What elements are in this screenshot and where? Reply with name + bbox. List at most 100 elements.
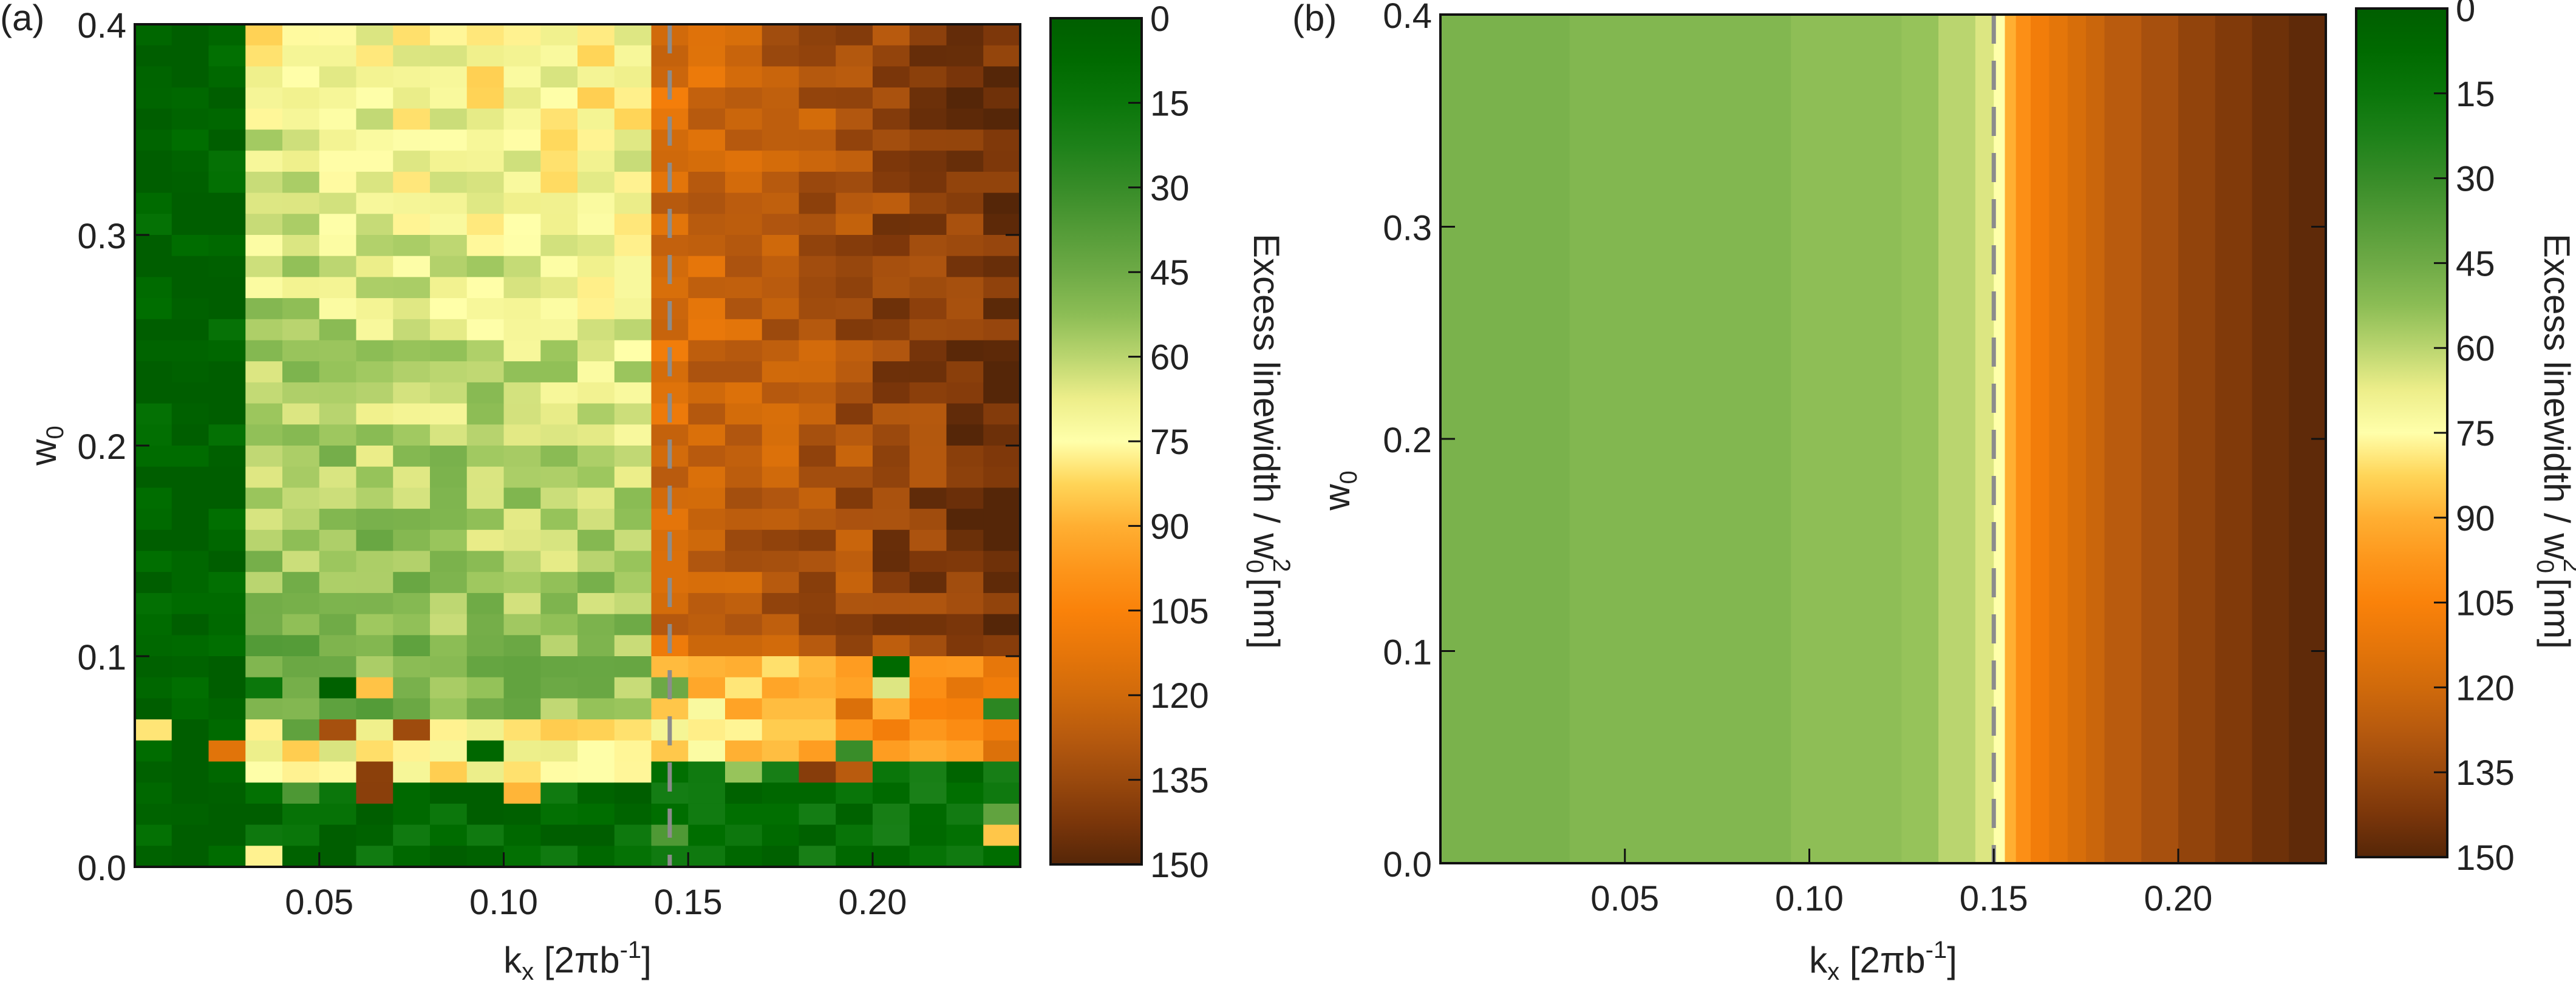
cell-a-5-8 [319, 192, 357, 214]
cell-a-7-34 [393, 740, 431, 762]
cell-a-22-20 [946, 446, 984, 467]
cell-a-11-0 [540, 24, 578, 46]
cell-a-20-36 [873, 782, 910, 804]
cell-a-8-12 [430, 277, 468, 299]
cell-a-2-7 [208, 171, 246, 194]
b-ytick-label-2: 0.2 [1383, 421, 1432, 460]
cell-a-1-19 [171, 424, 210, 446]
cell-a-21-9 [909, 214, 947, 236]
cell-a-22-0 [946, 24, 984, 46]
cell-a-19-30 [836, 656, 873, 678]
cell-a-22-9 [946, 214, 984, 236]
cell-a-13-3 [614, 87, 652, 109]
cell-a-8-20 [430, 446, 468, 467]
band-b-20 [2252, 15, 2290, 863]
cbar-a-tick-label-2: 30 [1150, 169, 1190, 208]
cell-a-18-24 [799, 529, 836, 552]
cell-a-5-12 [319, 277, 357, 299]
cell-a-19-15 [836, 340, 873, 362]
cell-a-22-30 [946, 656, 984, 678]
cell-a-4-3 [282, 87, 320, 109]
cell-a-12-36 [578, 782, 615, 804]
cell-a-11-5 [540, 129, 578, 151]
cell-a-13-31 [614, 677, 652, 699]
cell-a-5-2 [319, 66, 357, 88]
cell-a-15-19 [688, 424, 726, 446]
cell-a-5-16 [319, 361, 357, 383]
cell-a-18-37 [799, 803, 836, 826]
cell-a-17-39 [762, 846, 800, 867]
cell-a-2-1 [208, 45, 246, 67]
b-ytick-label-4: 0.4 [1383, 0, 1432, 36]
cell-a-8-15 [430, 340, 468, 362]
cell-a-3-28 [245, 614, 283, 636]
cell-a-22-11 [946, 256, 984, 277]
cell-a-4-19 [282, 424, 320, 446]
cell-a-18-7 [799, 171, 836, 194]
cell-a-7-25 [393, 551, 431, 572]
cell-a-6-4 [356, 108, 394, 131]
cell-a-13-13 [614, 298, 652, 320]
cell-a-6-36 [356, 782, 394, 804]
x-axis-label-a: kx [2πb-1] [503, 937, 652, 981]
cell-a-4-4 [282, 108, 320, 131]
cell-a-16-1 [725, 45, 763, 67]
cell-a-22-12 [946, 277, 984, 299]
cell-a-4-24 [282, 529, 320, 552]
y-label-sub-a: 0 [42, 426, 69, 439]
cell-a-16-23 [725, 509, 763, 531]
cell-a-15-5 [688, 129, 726, 151]
cell-a-16-25 [725, 551, 763, 572]
band-b-14 [2067, 15, 2087, 863]
cell-a-22-15 [946, 340, 984, 362]
cell-a-23-21 [983, 466, 1021, 488]
cell-a-20-3 [873, 87, 910, 109]
cell-a-8-38 [430, 824, 468, 846]
cell-a-16-38 [725, 824, 763, 846]
cell-a-13-20 [614, 446, 652, 467]
cbar-a-tick-label-10: 150 [1150, 846, 1209, 885]
cell-a-11-4 [540, 108, 578, 131]
cell-a-9-34 [466, 740, 505, 762]
cell-a-16-18 [725, 403, 763, 425]
cell-a-10-34 [503, 740, 541, 762]
cell-a-23-10 [983, 235, 1021, 257]
cell-a-13-22 [614, 487, 652, 509]
cell-a-22-6 [946, 151, 984, 172]
cell-a-10-28 [503, 614, 541, 636]
cell-a-18-23 [799, 509, 836, 531]
cell-a-7-29 [393, 635, 431, 657]
cell-a-3-20 [245, 446, 283, 467]
cell-a-18-1 [799, 45, 836, 67]
cell-a-13-23 [614, 509, 652, 531]
cell-a-5-35 [319, 761, 357, 783]
cbar-b-tick-label-4: 60 [2456, 329, 2495, 368]
cell-a-3-26 [245, 572, 283, 594]
cell-a-15-30 [688, 656, 726, 678]
cell-a-9-39 [466, 846, 505, 867]
cell-a-16-39 [725, 846, 763, 867]
cbar-label-end-a: [nm] [1246, 578, 1287, 649]
cell-a-12-13 [578, 298, 615, 320]
cell-a-1-9 [171, 214, 210, 236]
cell-a-9-0 [466, 24, 505, 46]
cell-a-16-10 [725, 235, 763, 257]
cell-a-20-15 [873, 340, 910, 362]
cell-a-15-4 [688, 108, 726, 131]
cell-a-3-9 [245, 214, 283, 236]
cell-a-16-12 [725, 277, 763, 299]
cell-a-10-10 [503, 235, 541, 257]
cell-a-4-8 [282, 192, 320, 214]
cell-a-3-35 [245, 761, 283, 783]
cell-a-9-36 [466, 782, 505, 804]
cell-a-21-30 [909, 656, 947, 678]
cell-a-20-32 [873, 698, 910, 720]
cell-a-20-23 [873, 509, 910, 531]
band-b-18 [2178, 15, 2216, 863]
cell-a-22-14 [946, 319, 984, 341]
cell-a-23-15 [983, 340, 1021, 362]
cell-a-22-33 [946, 719, 984, 741]
cell-a-17-0 [762, 24, 800, 46]
cell-a-12-8 [578, 192, 615, 214]
cell-a-19-22 [836, 487, 873, 509]
